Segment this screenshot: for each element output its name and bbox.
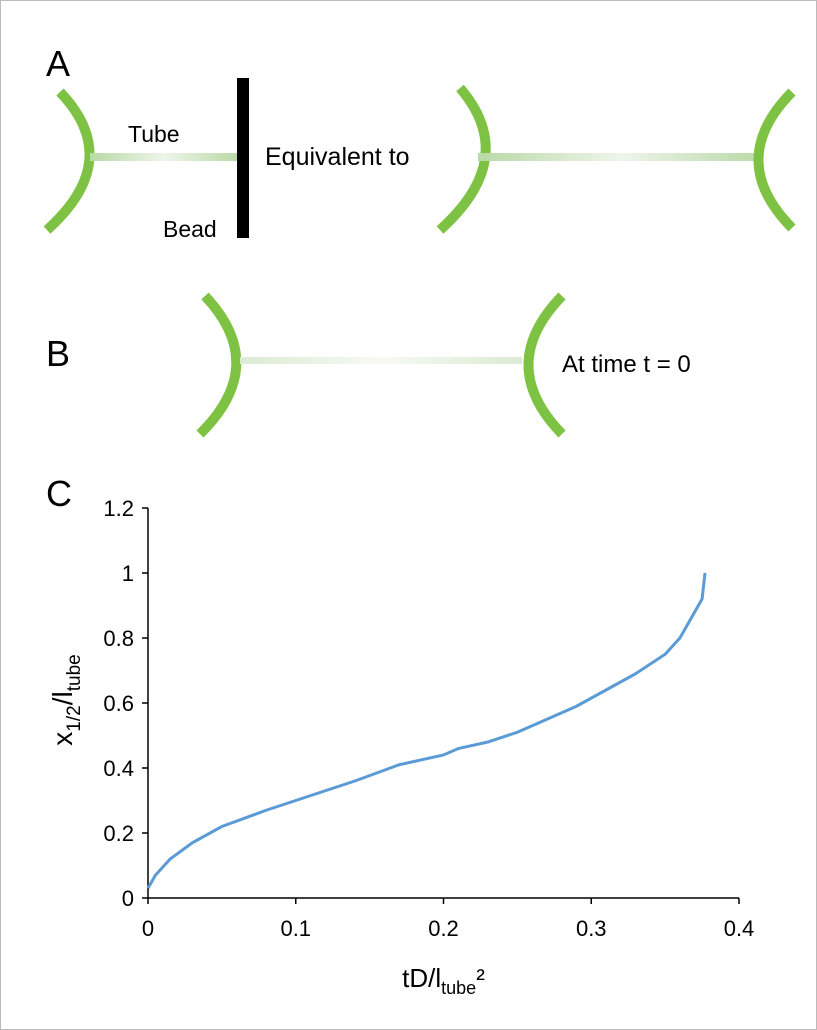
y-axis-label-part: x <box>47 732 78 746</box>
equivalent-label: Equivalent to <box>265 143 410 171</box>
y-tick-label: 0 <box>122 886 134 911</box>
tube <box>90 153 240 161</box>
y-tick-label: 0.4 <box>103 756 134 781</box>
tube <box>478 153 763 161</box>
y-tick-label: 1.2 <box>103 496 134 521</box>
x-tick-label: 0.3 <box>576 916 607 941</box>
y-tick-label: 0.6 <box>103 691 134 716</box>
chart: 00.20.40.60.811.20 0.1 0.2 0.3 0.4tD/ltube²x… <box>47 496 754 998</box>
tube <box>240 357 522 364</box>
x-axis-label-part: ² <box>476 963 485 993</box>
x-tick-label: 0.1 <box>280 916 311 941</box>
bead-label: Bead <box>163 216 217 242</box>
panel-label: C <box>46 473 72 514</box>
membrane-arc <box>753 88 796 232</box>
x-tick-label: 0 <box>142 916 154 941</box>
x-axis-label-part: tube <box>441 978 476 998</box>
y-axis-label-part: 1/2 <box>64 705 85 731</box>
tube-label: Tube <box>128 121 180 147</box>
membrane-arc <box>43 88 95 234</box>
y-tick-label: 0.2 <box>103 821 134 846</box>
y-tick-label: 1 <box>122 561 134 586</box>
panel-label: A <box>46 43 70 84</box>
caption: At time t = 0 <box>562 351 691 378</box>
x-axis-label-part: tD/l <box>402 963 441 993</box>
y-tick-label: 0.8 <box>103 626 134 651</box>
membrane-arc <box>196 292 242 438</box>
x-axis-label: tD/ltube² <box>402 963 485 998</box>
line <box>146 572 707 889</box>
membrane-arc <box>523 292 566 438</box>
x-tick-label: 0.4 <box>724 916 755 941</box>
y-axis-label-part: /l <box>47 691 78 705</box>
x-tick-label: 0.2 <box>428 916 459 941</box>
bead <box>237 78 249 238</box>
y-axis-label-part: tube <box>64 654 85 691</box>
y-axis-label: x1/2/ltube <box>47 654 85 745</box>
panel-label: B <box>46 333 70 374</box>
